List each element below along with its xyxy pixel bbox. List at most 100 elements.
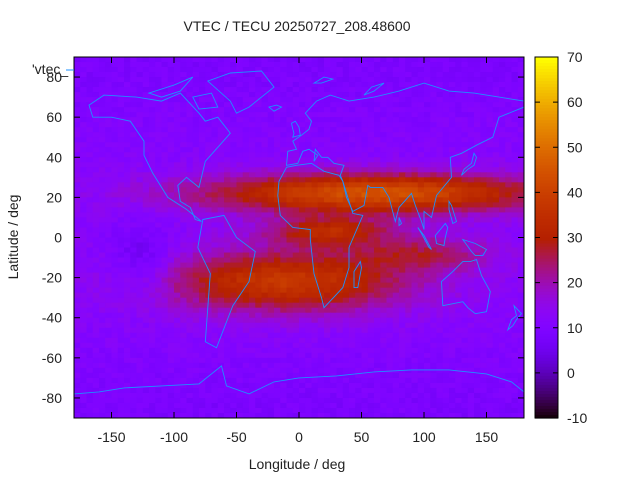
- heat-cell: [167, 82, 175, 88]
- heat-cell: [211, 197, 219, 203]
- heat-cell: [511, 222, 519, 229]
- heat-cell: [167, 257, 175, 264]
- heat-cell: [186, 107, 194, 113]
- heat-cell: [442, 277, 450, 284]
- heat-cell: [461, 187, 469, 193]
- heat-cell: [186, 187, 194, 193]
- heat-cell: [311, 227, 319, 234]
- heat-cell: [242, 237, 250, 244]
- heat-cell: [311, 292, 319, 299]
- heat-cell: [361, 317, 369, 324]
- heat-cell: [199, 357, 206, 364]
- heat-cell: [286, 207, 294, 214]
- heat-cell: [186, 72, 194, 78]
- heat-cell: [211, 57, 219, 63]
- heat-cell: [99, 97, 106, 103]
- heat-cell: [186, 217, 194, 224]
- heat-cell: [242, 127, 250, 133]
- heat-cell: [424, 192, 431, 198]
- heat-cell: [474, 272, 481, 279]
- heat-cell: [411, 132, 419, 138]
- heat-cell: [480, 137, 488, 143]
- heat-cell: [361, 182, 369, 188]
- heat-cell: [317, 92, 325, 98]
- heat-cell: [342, 217, 350, 224]
- heat-cell: [386, 232, 394, 239]
- heat-cell: [324, 137, 331, 143]
- heat-cell: [311, 237, 319, 244]
- heat-cell: [142, 357, 150, 364]
- heat-cell: [417, 147, 425, 153]
- heat-cell: [517, 287, 524, 294]
- heat-cell: [492, 202, 500, 209]
- heat-cell: [511, 87, 519, 93]
- heat-cell: [224, 82, 231, 88]
- heat-cell: [130, 162, 138, 168]
- heat-cell: [455, 227, 463, 234]
- heat-cell: [255, 382, 263, 389]
- heat-cell: [386, 67, 394, 73]
- heat-cell: [311, 317, 319, 324]
- heat-cell: [174, 277, 181, 284]
- heat-cell: [305, 237, 313, 244]
- heat-cell: [442, 382, 450, 389]
- heat-cell: [267, 152, 275, 158]
- heat-cell: [367, 227, 375, 234]
- heat-cell: [324, 272, 331, 279]
- heat-cell: [224, 57, 231, 63]
- heat-cell: [86, 87, 94, 93]
- heat-cell: [492, 292, 500, 299]
- heat-cell: [430, 307, 438, 314]
- heat-cell: [417, 297, 425, 304]
- heat-cell: [161, 242, 169, 249]
- heat-cell: [92, 67, 100, 73]
- heat-cell: [442, 117, 450, 123]
- heat-cell: [136, 97, 144, 103]
- heat-cell: [486, 262, 494, 269]
- heat-cell: [111, 112, 119, 118]
- heat-cell: [430, 152, 438, 158]
- heat-cell: [361, 272, 369, 279]
- heat-cell: [317, 87, 325, 93]
- heat-cell: [436, 72, 444, 78]
- heat-cell: [417, 227, 425, 234]
- heat-cell: [361, 102, 369, 108]
- heat-cell: [274, 317, 281, 324]
- heat-cell: [349, 387, 356, 394]
- heat-cell: [74, 252, 81, 259]
- heat-cell: [492, 367, 500, 374]
- heat-cell: [174, 252, 181, 259]
- heat-cell: [255, 87, 263, 93]
- heat-cell: [424, 372, 431, 379]
- heat-cell: [205, 382, 213, 389]
- heat-cell: [455, 62, 463, 68]
- heat-cell: [211, 152, 219, 158]
- heat-cell: [142, 332, 150, 339]
- heat-cell: [230, 347, 238, 354]
- heat-cell: [124, 127, 131, 133]
- heat-cell: [111, 122, 119, 128]
- heat-cell: [324, 292, 331, 299]
- heat-cell: [442, 202, 450, 209]
- heat-cell: [367, 352, 375, 359]
- heat-cell: [292, 292, 300, 299]
- heat-cell: [236, 187, 244, 193]
- heat-cell: [336, 87, 344, 93]
- heat-cell: [130, 127, 138, 133]
- heat-cell: [117, 97, 125, 103]
- heat-cell: [261, 347, 269, 354]
- heat-cell: [149, 237, 156, 244]
- heat-cell: [286, 82, 294, 88]
- heat-cell: [355, 142, 363, 148]
- heat-cell: [99, 192, 106, 198]
- heat-cell: [361, 247, 369, 254]
- heat-cell: [105, 97, 113, 103]
- heat-cell: [130, 87, 138, 93]
- heat-cell: [211, 72, 219, 78]
- heat-cell: [367, 67, 375, 73]
- heat-cell: [417, 232, 425, 239]
- heat-cell: [411, 362, 419, 369]
- heat-cell: [461, 362, 469, 369]
- heat-cell: [392, 167, 400, 173]
- heat-cell: [236, 72, 244, 78]
